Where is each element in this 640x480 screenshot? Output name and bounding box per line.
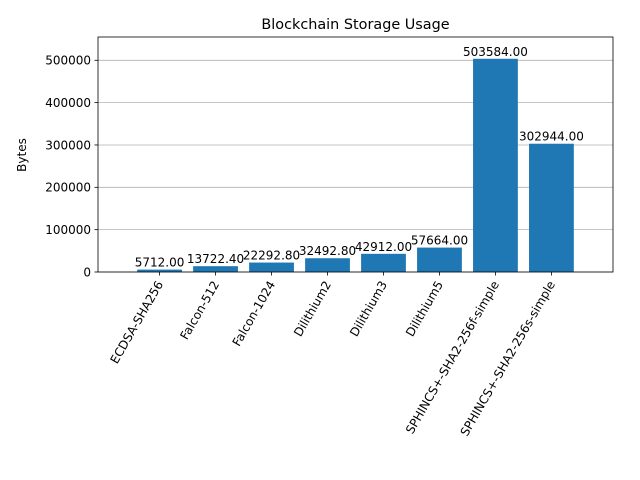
bar [417,247,462,272]
bar [305,258,350,272]
y-tick-label: 200000 [45,181,91,195]
bar [361,253,406,272]
y-axis-ticks: 0 100000 200000 300000 400000 500000 [45,54,98,279]
bar-value-label: 22292.80 [243,249,300,263]
y-tick-label: 500000 [45,54,91,68]
y-tick-label: 300000 [45,138,91,152]
y-tick-label: 0 [83,265,91,279]
axes-border [97,36,614,273]
bar-value-label: 503584.00 [463,45,528,59]
bar [249,262,294,272]
bar-value-label: 13722.40 [187,252,244,266]
bars [137,58,574,273]
bar-value-label: 42912.00 [355,240,412,254]
bar [473,58,518,273]
bar-value-label: 5712.00 [135,256,185,270]
y-tick-label: 400000 [45,96,91,110]
y-tick-label: 100000 [45,223,91,237]
bar-value-label: 57664.00 [411,234,468,248]
y-axis-label: Bytes [15,138,29,172]
bar [529,143,574,272]
bar [137,269,182,272]
bar-value-labels: 5712.00 13722.4022292.8032492.8042912.005… [135,45,584,270]
chart-title: Blockchain Storage Usage [261,17,449,33]
axes-frame [97,36,614,273]
bar-value-label: 32492.80 [299,244,356,258]
bar [193,266,238,272]
bar-value-label: 302944.00 [519,130,584,144]
